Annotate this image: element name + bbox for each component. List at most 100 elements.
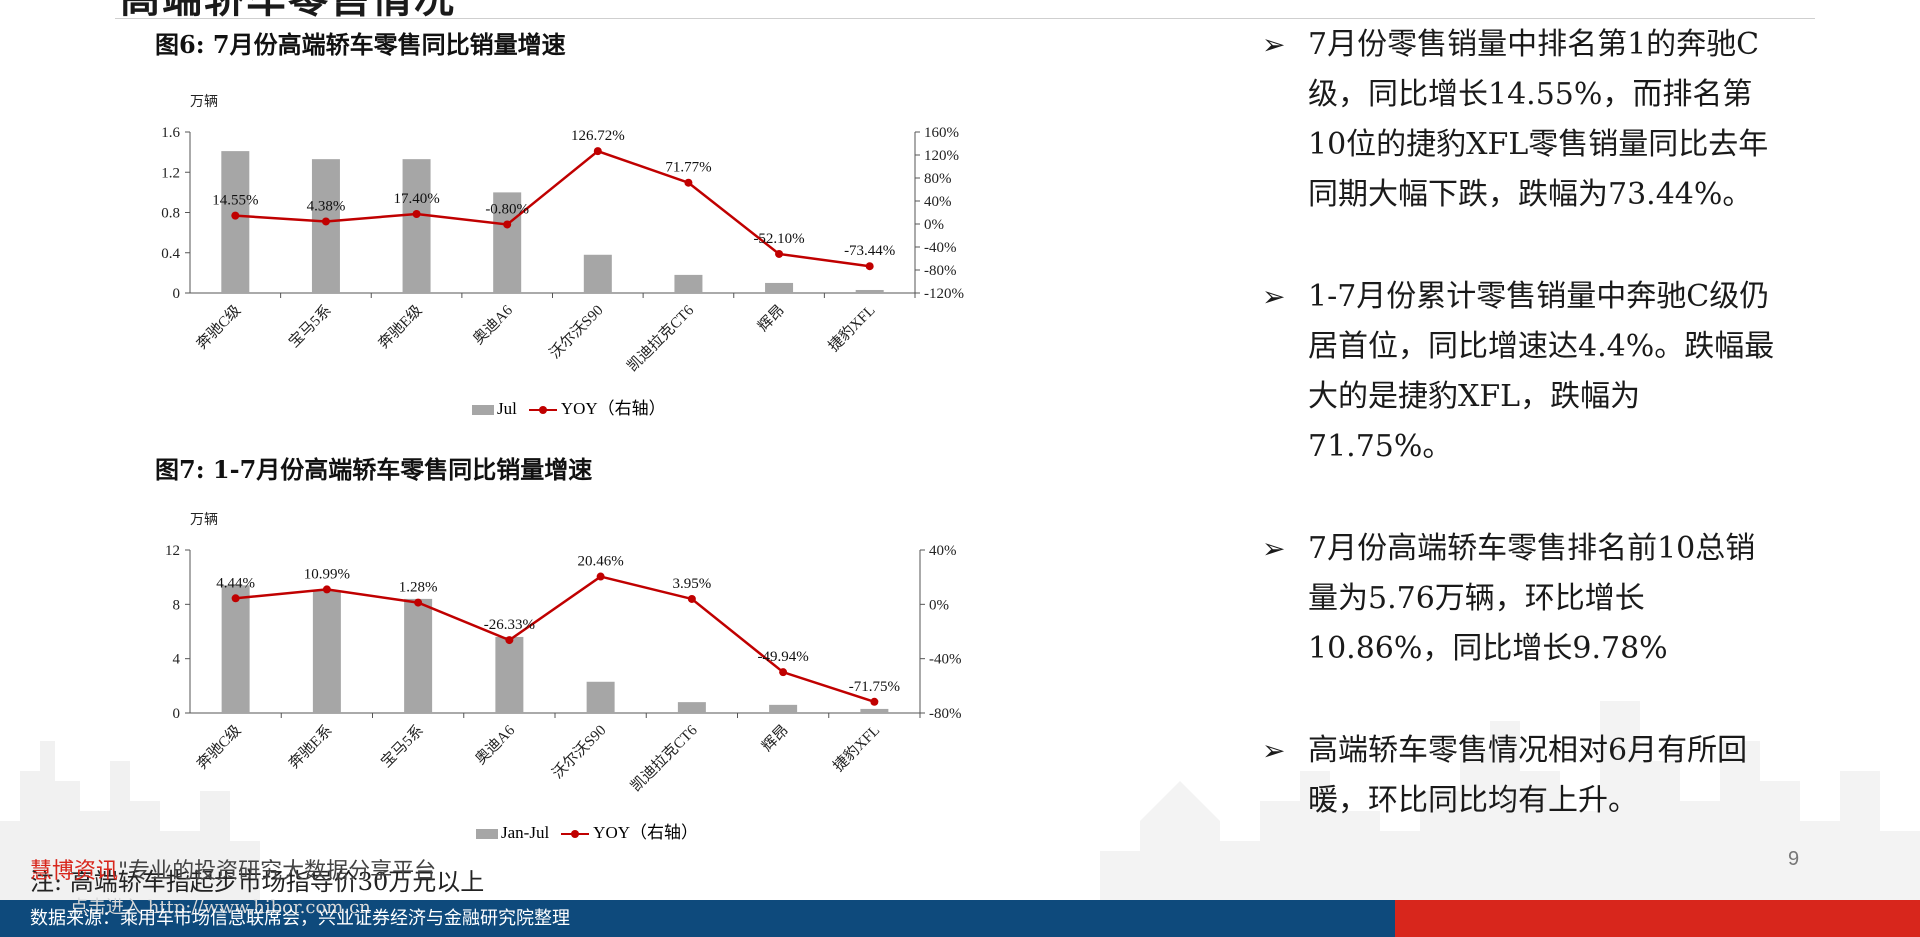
right-tick-label: 0% — [929, 597, 949, 613]
footer-accent — [1395, 900, 1920, 937]
unit-label: 万辆 — [190, 512, 218, 528]
bar — [311, 159, 340, 293]
legend-bar-swatch — [472, 405, 494, 416]
page-title: 高端轿车零售情况 — [120, 0, 456, 24]
bar — [404, 598, 433, 713]
bar — [769, 704, 798, 713]
right-tick-label: -40% — [929, 652, 962, 668]
yoy-point — [779, 668, 788, 677]
left-tick-label: 0.4 — [161, 246, 180, 262]
right-tick-label: 80% — [924, 171, 952, 187]
left-tick-label: 12 — [165, 543, 180, 559]
yoy-data-label: -26.33% — [484, 617, 535, 633]
yoy-data-label: -73.44% — [844, 243, 895, 259]
bullet-arrow-icon: ➢ — [1262, 28, 1286, 61]
left-tick-label: 4 — [173, 652, 181, 668]
bullet-arrow-icon: ➢ — [1262, 280, 1286, 313]
left-tick-label: 0 — [173, 286, 181, 302]
bar — [221, 151, 250, 293]
bar — [221, 585, 250, 713]
yoy-point — [775, 249, 784, 258]
legend-bar-swatch — [476, 829, 498, 840]
yoy-point — [505, 636, 514, 645]
yoy-line — [235, 575, 875, 703]
yoy-point — [414, 598, 423, 607]
right-tick-label: 160% — [924, 125, 959, 141]
right-tick-label: -80% — [924, 263, 957, 279]
x-tick-label: 辉昂 — [755, 302, 788, 335]
left-tick-label: 8 — [173, 597, 181, 613]
bar — [674, 274, 703, 293]
left-tick-label: 1.2 — [161, 165, 180, 181]
x-tick-label: 沃尔沃S90 — [546, 302, 606, 362]
x-tick-label: 奔驰C级 — [193, 302, 244, 353]
yoy-data-label: -0.80% — [485, 201, 529, 217]
yoy-point — [684, 178, 693, 187]
watermark-brand: 慧博资讯 — [30, 859, 119, 884]
legend-line-label: YOY（右轴） — [593, 823, 699, 842]
right-tick-label: -40% — [924, 240, 957, 256]
legend-bar-label: Jul — [497, 399, 517, 418]
page-number: 9 — [1788, 848, 1800, 870]
x-tick-label: 奥迪A6 — [472, 721, 519, 768]
x-tick-label: 宝马5系 — [378, 722, 427, 771]
bar — [586, 681, 615, 713]
yoy-data-label: -49.94% — [758, 649, 809, 665]
legend-line-swatch — [561, 830, 590, 839]
right-tick-label: -80% — [929, 706, 962, 722]
yoy-data-label: 17.40% — [393, 191, 439, 207]
figure-7-title: 图7: 1-7月份高端轿车零售同比销量增速 — [155, 455, 593, 484]
bar — [765, 282, 794, 293]
left-tick-label: 0.8 — [161, 206, 180, 222]
footnote: 注: 高端轿车指起步市场指导价30万元以上 — [30, 868, 485, 896]
bar — [677, 702, 706, 713]
yoy-data-label: 126.72% — [571, 128, 625, 144]
bar — [493, 192, 522, 293]
bar — [583, 254, 612, 293]
right-tick-label: 40% — [929, 543, 957, 559]
yoy-point — [687, 594, 696, 603]
bar — [495, 636, 524, 713]
commentary-item: ➢ 高端轿车零售情况相对6月有所回暖，环比同比均有上升。 — [1262, 726, 1782, 826]
figure-6-title: 图6: 7月份高端轿车零售同比销量增速 — [155, 30, 566, 59]
unit-label: 万辆 — [190, 94, 218, 110]
yoy-line — [235, 149, 870, 268]
commentary-item: ➢ 1-7月份累计零售销量中奔驰C级仍居首位，同比增速达4.4%。跌幅最大的是捷… — [1262, 272, 1782, 472]
watermark-text: "专业的投资研究大数据分享平台 — [118, 859, 437, 884]
watermark-link[interactable]: 点击进入 http://www.hibor.com.cn — [70, 897, 371, 918]
yoy-point — [321, 217, 330, 226]
bullet-arrow-icon: ➢ — [1262, 734, 1286, 767]
x-tick-label: 奥迪A6 — [470, 301, 517, 348]
watermark: 慧博资讯"专业的投资研究大数据分享平台 — [30, 853, 436, 885]
yoy-data-label: 1.28% — [399, 580, 438, 596]
yoy-point — [412, 209, 421, 218]
commentary-text: 1-7月份累计零售销量中奔驰C级仍居首位，同比增速达4.4%。跌幅最大的是捷豹X… — [1308, 279, 1775, 464]
commentary-item: ➢ 7月份零售销量中排名第1的奔驰C级，同比增长14.55%，而排名第10位的捷… — [1262, 20, 1782, 220]
x-tick-label: 凯迪拉克CT6 — [627, 721, 701, 795]
yoy-point — [231, 211, 240, 220]
right-tick-label: 40% — [924, 194, 952, 210]
figure-6-legend: Jul YOY（右轴） — [472, 394, 666, 419]
title-rule — [115, 18, 1815, 19]
yoy-data-label: 4.38% — [307, 198, 346, 214]
x-tick-label: 沃尔沃S90 — [549, 722, 609, 782]
yoy-point — [596, 572, 605, 581]
legend-bar-label: Jan-Jul — [501, 823, 550, 842]
figure-7-legend: Jan-Jul YOY（右轴） — [476, 818, 698, 843]
chart-monthly-yoy: 万辆 0 0.4 0.8 1.2 1.6 -120% -80% -40% 0% 40% 80% 120%… — [161, 94, 964, 375]
legend-line-swatch — [528, 406, 557, 415]
x-tick-label: 奔驰E系 — [285, 722, 335, 772]
yoy-point — [865, 262, 874, 271]
data-source: 数据来源：乘用车市场信息联席会，兴业证券经济与金融研究院整理 — [30, 908, 570, 929]
commentary-text: 高端轿车零售情况相对6月有所回暖，环比同比均有上升。 — [1308, 733, 1748, 818]
skyline-background — [0, 701, 1920, 901]
bar — [860, 708, 889, 713]
yoy-data-label: -52.10% — [753, 231, 804, 247]
footer-bar — [0, 900, 1395, 937]
x-tick-label: 奔驰E级 — [375, 302, 425, 352]
left-tick-label: 0 — [173, 706, 181, 722]
yoy-point — [322, 585, 331, 594]
bar — [855, 289, 884, 293]
x-tick-label: 辉昂 — [759, 722, 792, 755]
commentary-item: ➢ 7月份高端轿车零售排名前10总销量为5.76万辆，环比增长10.86%，同比… — [1262, 524, 1782, 674]
